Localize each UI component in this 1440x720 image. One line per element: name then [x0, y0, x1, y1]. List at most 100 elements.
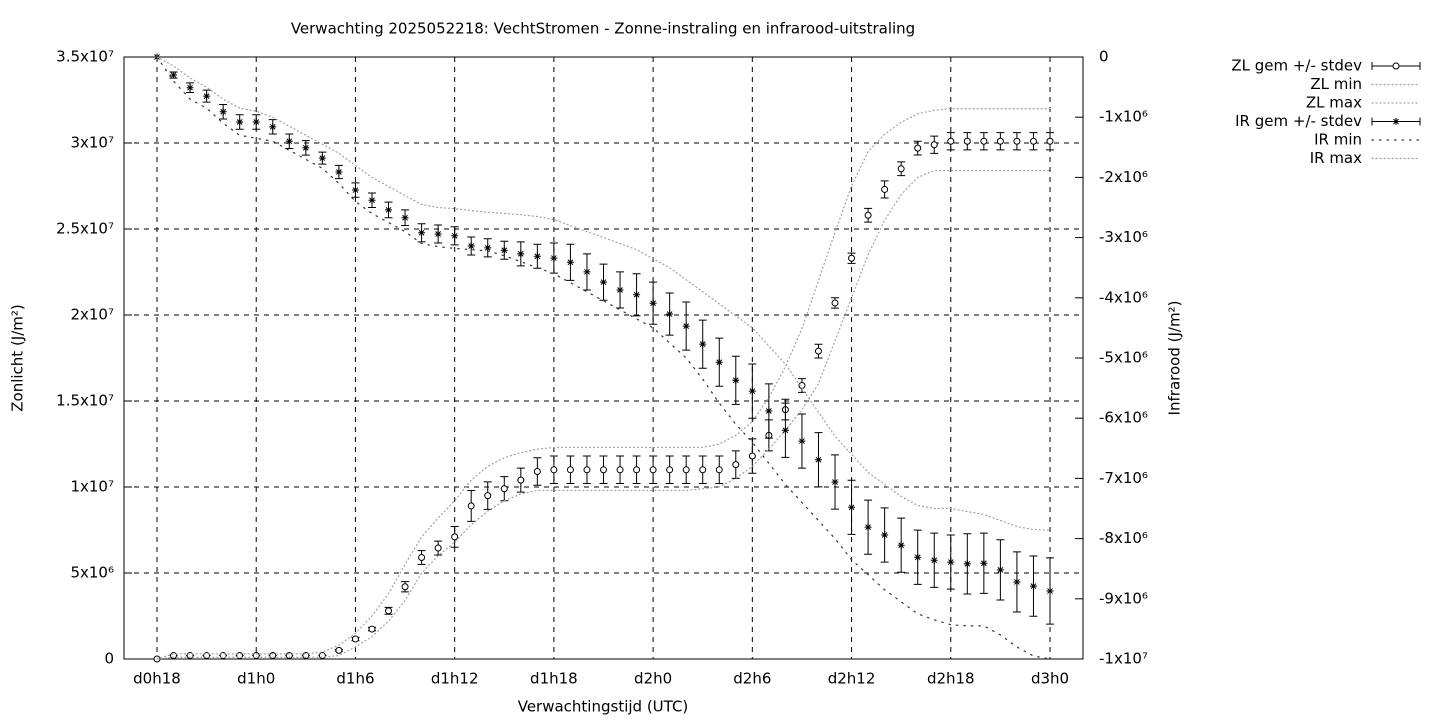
marker — [467, 242, 475, 250]
marker — [550, 254, 558, 262]
marker — [484, 492, 492, 500]
marker — [881, 185, 889, 193]
marker — [930, 141, 938, 149]
marker — [814, 347, 822, 355]
marker — [980, 137, 988, 145]
marker — [1046, 137, 1054, 145]
series-line — [156, 108, 1051, 660]
marker — [814, 456, 822, 464]
marker — [1392, 118, 1400, 125]
y2-tick-label: -6x10⁶ — [1099, 409, 1148, 427]
y-tick-label: 3.5x10⁷ — [56, 48, 114, 66]
x-tick-label: d3h0 — [1031, 670, 1069, 688]
y2-tick-label: -4x10⁶ — [1099, 288, 1148, 306]
marker — [517, 250, 525, 258]
marker — [864, 523, 872, 531]
marker — [533, 468, 541, 476]
marker — [401, 583, 409, 591]
marker — [881, 531, 889, 539]
y2-tick-label: -2x10⁶ — [1099, 168, 1148, 186]
x-tick-label: d1h18 — [530, 670, 578, 688]
marker — [368, 625, 376, 633]
marker — [963, 560, 971, 568]
marker — [1013, 137, 1021, 145]
marker — [996, 566, 1004, 574]
y2-tick-label: -1x10⁷ — [1099, 650, 1148, 668]
marker — [996, 137, 1004, 145]
marker — [583, 268, 591, 276]
marker — [682, 322, 690, 330]
marker — [467, 502, 475, 510]
y-tick-label: 0 — [104, 650, 114, 668]
marker — [748, 387, 756, 395]
marker — [401, 214, 409, 222]
marker — [500, 246, 508, 254]
marker — [600, 278, 607, 286]
legend-label: ZL max — [1306, 94, 1362, 112]
marker — [1392, 62, 1400, 70]
marker — [484, 244, 492, 252]
marker — [186, 84, 194, 92]
marker — [170, 71, 178, 79]
marker — [451, 232, 459, 240]
marker — [897, 165, 905, 173]
plot-frame — [123, 56, 1084, 660]
chart-title: Verwachting 2025052218: VechtStromen - Z… — [291, 20, 915, 38]
y2-tick-label: -3x10⁶ — [1099, 228, 1148, 246]
x-axis-label: Verwachtingstijd (UTC) — [518, 698, 689, 716]
marker — [533, 252, 541, 260]
marker — [269, 123, 277, 131]
marker — [666, 466, 674, 474]
marker — [451, 533, 459, 541]
marker — [219, 108, 227, 116]
marker — [732, 461, 740, 469]
marker — [566, 466, 574, 474]
legend-label: IR gem +/- stdev — [1235, 112, 1362, 130]
x-tick-label: d1h12 — [431, 670, 479, 688]
marker — [1013, 578, 1021, 586]
marker — [798, 437, 806, 445]
marker — [550, 466, 558, 474]
x-tick-label: d2h6 — [733, 670, 771, 688]
marker — [583, 466, 591, 474]
marker — [947, 558, 955, 566]
marker — [864, 211, 872, 219]
marker — [335, 646, 343, 654]
legend-label: IR min — [1314, 131, 1362, 149]
legend-label: IR max — [1310, 149, 1362, 167]
marker — [649, 299, 657, 307]
marker — [732, 376, 740, 384]
marker — [914, 144, 922, 152]
marker — [715, 358, 723, 366]
marker — [566, 258, 574, 266]
marker — [980, 559, 988, 567]
marker — [848, 503, 856, 511]
marker — [434, 230, 442, 238]
marker — [963, 137, 971, 145]
marker — [600, 466, 607, 474]
marker — [616, 286, 624, 294]
y-tick-label: 3x10⁷ — [70, 134, 114, 152]
legend-label: ZL min — [1310, 75, 1362, 93]
y-tick-label: 5x10⁶ — [70, 564, 114, 582]
marker — [748, 452, 756, 460]
marker — [385, 607, 393, 615]
y2-tick-label: -1x10⁶ — [1099, 108, 1148, 126]
series-line — [156, 169, 1051, 660]
marker — [517, 476, 525, 484]
marker — [649, 466, 657, 474]
x-tick-label: d2h0 — [634, 670, 672, 688]
x-tick-label: d0h18 — [133, 670, 181, 688]
marker — [699, 340, 707, 348]
marker — [203, 92, 211, 100]
marker — [1029, 137, 1037, 145]
marker — [500, 485, 508, 493]
marker — [848, 254, 856, 262]
marker — [914, 553, 922, 561]
y2-tick-label: -9x10⁶ — [1099, 589, 1148, 607]
marker — [418, 554, 426, 562]
marker — [1029, 582, 1037, 590]
marker — [930, 556, 938, 564]
y2-tick-label: -8x10⁶ — [1099, 529, 1148, 547]
